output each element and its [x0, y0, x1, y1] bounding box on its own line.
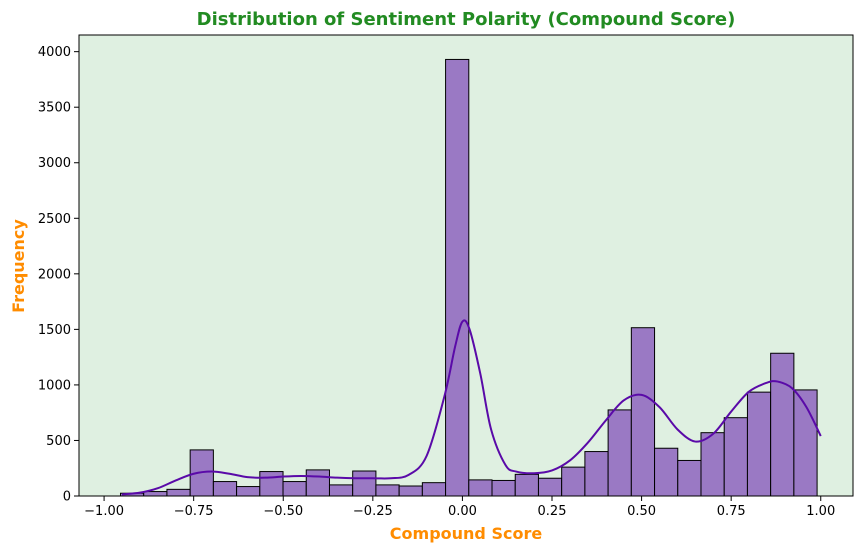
- x-tick-label: 0.50: [627, 504, 656, 519]
- histogram-bar: [723, 417, 748, 497]
- histogram-bar: [259, 471, 284, 497]
- y-tick-label: 0: [63, 490, 71, 505]
- kde-line: [121, 319, 822, 496]
- histogram-bar: [607, 409, 632, 497]
- x-tick-label: 0.25: [538, 504, 567, 519]
- histogram-bar: [514, 473, 539, 497]
- histogram-bar: [328, 484, 354, 497]
- histogram-bar: [677, 459, 702, 497]
- y-tick-label: 2000: [38, 267, 71, 282]
- histogram-bar: [584, 451, 609, 497]
- y-tick-label: 4000: [38, 45, 71, 60]
- y-tick-label: 3500: [38, 101, 71, 116]
- x-tick-label: −0.75: [174, 504, 214, 519]
- x-tick-label: −1.00: [84, 504, 124, 519]
- x-axis-ticks: −1.00 −0.75 −0.50 −0.25 0.00 0.25 0.50 0.75 1.00: [84, 496, 835, 519]
- y-tick-label: 500: [46, 434, 71, 449]
- histogram-bar: [398, 485, 423, 497]
- x-tick-label: −0.50: [263, 504, 303, 519]
- histogram-bars: [119, 58, 818, 497]
- x-tick-label: 0.75: [717, 504, 746, 519]
- y-tick-label: 3000: [38, 156, 71, 171]
- x-axis-label: Compound Score: [390, 524, 543, 543]
- histogram-bar: [561, 466, 586, 497]
- histogram-bar: [700, 432, 725, 497]
- y-tick-label: 2500: [38, 212, 71, 227]
- x-tick-label: 1.00: [806, 504, 835, 519]
- plot-frame: [78, 34, 854, 497]
- histogram-bar: [746, 391, 772, 497]
- histogram-bar: [212, 481, 238, 497]
- y-axis-label: Frequency: [9, 219, 28, 313]
- chart-title: Distribution of Sentiment Polarity (Comp…: [197, 9, 736, 30]
- histogram-bar: [236, 486, 261, 497]
- histogram-bar: [166, 488, 191, 497]
- histogram-bar: [375, 484, 400, 497]
- histogram-bar: [491, 479, 516, 497]
- y-axis-ticks: 0 500 1000 1500 2000 2500 3000 3500 4000: [38, 45, 79, 505]
- histogram-bar: [770, 352, 795, 497]
- x-tick-label: 0.00: [448, 504, 477, 519]
- histogram-bar: [630, 327, 656, 497]
- histogram-bar: [468, 479, 493, 497]
- histogram-bar: [537, 477, 563, 497]
- x-tick-label: −0.25: [353, 504, 393, 519]
- histogram-bar: [445, 58, 470, 497]
- histogram-bar: [654, 447, 679, 497]
- histogram-bar: [282, 481, 307, 497]
- y-tick-label: 1000: [38, 378, 71, 393]
- histogram-bar: [421, 482, 447, 497]
- y-tick-label: 1500: [38, 323, 71, 338]
- histogram-bar: [305, 469, 330, 497]
- histogram-bar: [352, 470, 377, 497]
